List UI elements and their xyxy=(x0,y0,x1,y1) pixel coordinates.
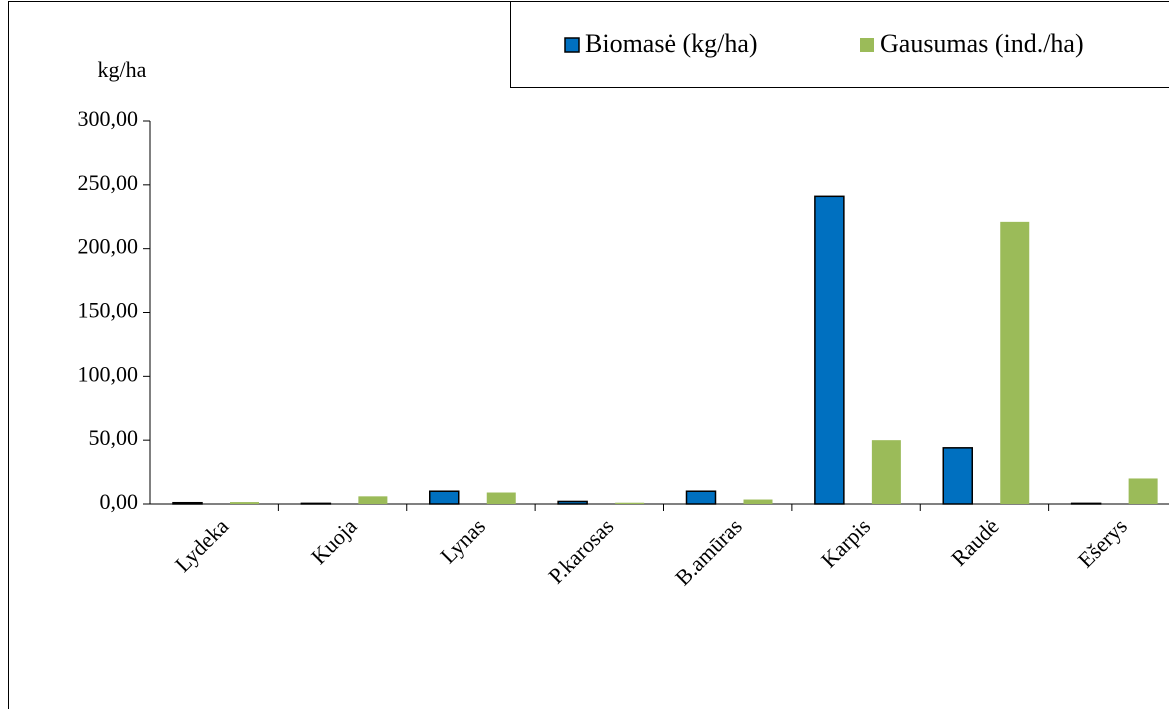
x-tick-label: Lynas xyxy=(435,513,490,568)
bar xyxy=(486,492,516,504)
bar xyxy=(871,440,901,504)
x-tick-label: Ešerys xyxy=(1073,513,1132,572)
bar xyxy=(814,195,845,505)
y-tick-label: 150,00 xyxy=(78,298,139,323)
bar xyxy=(172,501,203,505)
y-tick-label: 200,00 xyxy=(78,234,139,259)
x-tick-label: P.karosas xyxy=(543,513,618,588)
x-tick-label: Karpis xyxy=(816,513,875,572)
x-tick-label: Kuoja xyxy=(306,513,362,569)
legend-label: Biomasė (kg/ha) xyxy=(585,29,758,58)
y-tick-label: 0,00 xyxy=(100,489,139,514)
bar xyxy=(685,490,717,505)
bar xyxy=(743,499,773,504)
bar xyxy=(1000,221,1030,504)
legend-swatch xyxy=(564,37,580,53)
x-tick-label: Lydeka xyxy=(170,513,234,577)
bar xyxy=(230,502,259,504)
bar xyxy=(1070,502,1102,505)
bar xyxy=(429,490,460,505)
legend-swatch xyxy=(860,38,874,52)
bar xyxy=(300,502,332,505)
y-tick-label: 100,00 xyxy=(78,361,139,386)
bar xyxy=(358,496,388,504)
y-tick-label: 300,00 xyxy=(78,106,139,131)
y-tick-label: 250,00 xyxy=(78,170,139,195)
chart-border xyxy=(8,1,1169,709)
bar xyxy=(942,447,973,505)
bar xyxy=(557,500,588,505)
bar xyxy=(615,502,645,504)
legend-label: Gausumas (ind./ha) xyxy=(880,29,1084,58)
bar xyxy=(1128,478,1158,504)
y-tick-label: 50,00 xyxy=(89,425,139,450)
x-tick-label: Raudė xyxy=(946,513,1003,570)
y-axis-label: kg/ha xyxy=(98,57,147,82)
x-tick-label: B.amūras xyxy=(670,513,747,590)
legend-box xyxy=(510,1,1169,88)
